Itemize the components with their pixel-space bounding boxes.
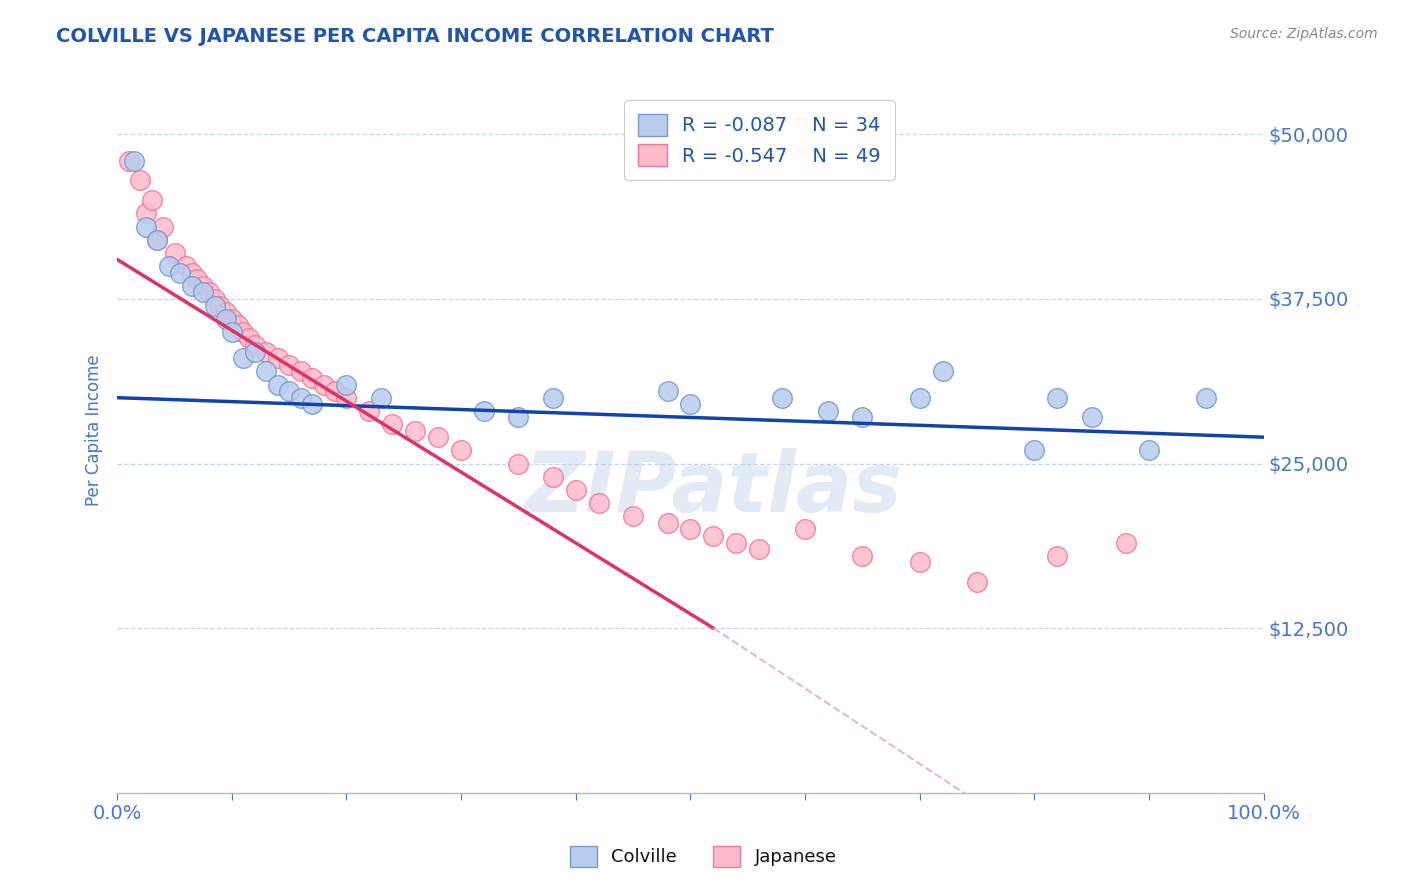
Point — [301, 371, 323, 385]
Point — [254, 364, 277, 378]
Point — [301, 397, 323, 411]
Point — [770, 391, 793, 405]
Point — [725, 535, 748, 549]
Point — [209, 299, 232, 313]
Point — [508, 457, 530, 471]
Point — [180, 266, 202, 280]
Point — [243, 344, 266, 359]
Point — [702, 529, 724, 543]
Point — [381, 417, 404, 431]
Point — [290, 364, 312, 378]
Point — [657, 516, 679, 530]
Point — [135, 219, 157, 234]
Point — [180, 278, 202, 293]
Point — [1046, 391, 1069, 405]
Point — [215, 311, 238, 326]
Point — [157, 259, 180, 273]
Point — [541, 469, 564, 483]
Point — [335, 391, 357, 405]
Point — [267, 377, 290, 392]
Point — [1195, 391, 1218, 405]
Point — [278, 358, 301, 372]
Point — [748, 542, 770, 557]
Point — [359, 404, 381, 418]
Point — [908, 555, 931, 569]
Point — [427, 430, 450, 444]
Point — [679, 397, 702, 411]
Point — [221, 325, 243, 339]
Point — [588, 496, 610, 510]
Point — [226, 318, 249, 333]
Point — [621, 509, 644, 524]
Text: Source: ZipAtlas.com: Source: ZipAtlas.com — [1230, 27, 1378, 41]
Point — [1080, 410, 1102, 425]
Point — [966, 574, 988, 589]
Point — [238, 331, 260, 345]
Point — [472, 404, 495, 418]
Point — [312, 377, 335, 392]
Point — [124, 153, 146, 168]
Point — [174, 259, 197, 273]
Point — [169, 266, 191, 280]
Point — [1024, 443, 1046, 458]
Point — [450, 443, 472, 458]
Point — [254, 344, 277, 359]
Text: ZIPatlas: ZIPatlas — [524, 448, 903, 529]
Point — [541, 391, 564, 405]
Point — [118, 153, 141, 168]
Point — [135, 206, 157, 220]
Point — [232, 325, 254, 339]
Point — [221, 311, 243, 326]
Point — [335, 377, 357, 392]
Point — [323, 384, 346, 398]
Point — [1046, 549, 1069, 563]
Point — [404, 424, 426, 438]
Point — [370, 391, 392, 405]
Point — [152, 219, 174, 234]
Point — [931, 364, 953, 378]
Point — [851, 549, 873, 563]
Point — [232, 351, 254, 366]
Point — [193, 278, 215, 293]
Y-axis label: Per Capita Income: Per Capita Income — [86, 355, 103, 507]
Point — [198, 285, 221, 300]
Point — [243, 338, 266, 352]
Point — [1115, 535, 1137, 549]
Point — [657, 384, 679, 398]
Point — [1137, 443, 1160, 458]
Point — [204, 299, 226, 313]
Point — [141, 193, 163, 207]
Point — [817, 404, 839, 418]
Point — [565, 483, 588, 497]
Text: COLVILLE VS JAPANESE PER CAPITA INCOME CORRELATION CHART: COLVILLE VS JAPANESE PER CAPITA INCOME C… — [56, 27, 775, 45]
Point — [215, 305, 238, 319]
Point — [146, 233, 169, 247]
Point — [163, 245, 186, 260]
Point — [193, 285, 215, 300]
Point — [204, 292, 226, 306]
Legend: Colville, Japanese: Colville, Japanese — [562, 838, 844, 874]
Point — [290, 391, 312, 405]
Point — [186, 272, 208, 286]
Point — [508, 410, 530, 425]
Point — [146, 233, 169, 247]
Point — [278, 384, 301, 398]
Point — [267, 351, 290, 366]
Point — [851, 410, 873, 425]
Point — [679, 522, 702, 536]
Point — [908, 391, 931, 405]
Point — [794, 522, 817, 536]
Legend: R = -0.087    N = 34, R = -0.547    N = 49: R = -0.087 N = 34, R = -0.547 N = 49 — [624, 100, 894, 180]
Point — [129, 173, 152, 187]
